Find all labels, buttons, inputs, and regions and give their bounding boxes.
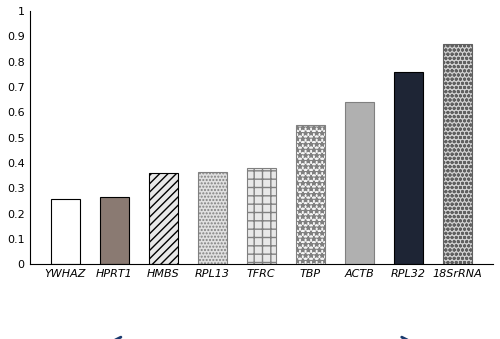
- Bar: [198, 172, 227, 264]
- Bar: [50, 199, 80, 264]
- Bar: [100, 197, 129, 264]
- Bar: [344, 102, 374, 264]
- Bar: [246, 168, 276, 264]
- Bar: [442, 44, 472, 264]
- Bar: [296, 125, 325, 264]
- Bar: [394, 72, 423, 264]
- Bar: [148, 173, 178, 264]
